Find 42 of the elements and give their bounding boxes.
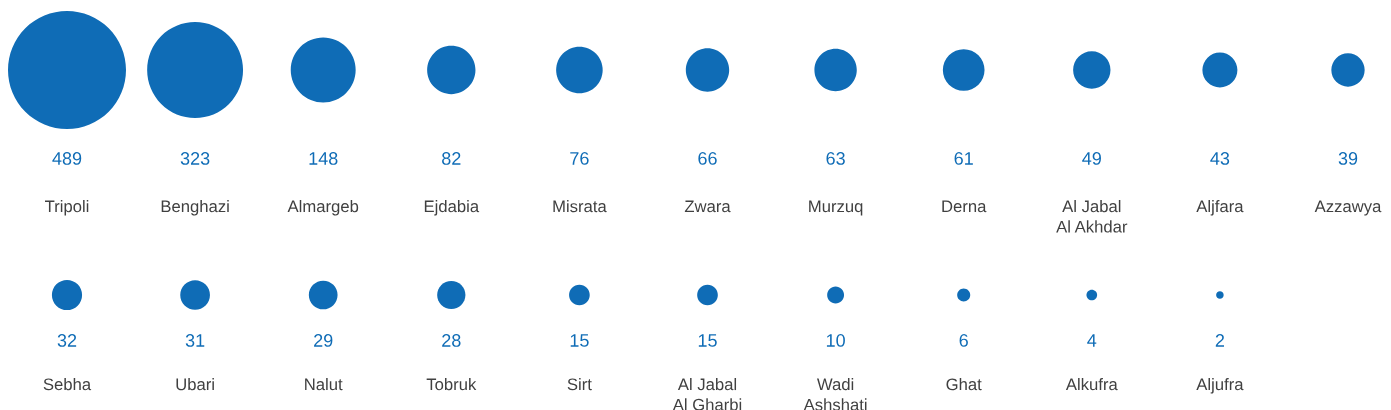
data-label: 10 (826, 334, 845, 347)
data-label: 4 (1087, 334, 1097, 347)
category-label: Azzawya (1314, 200, 1382, 216)
category-label: Zwara (684, 200, 731, 213)
category-label: Almargeb (287, 200, 359, 216)
data-label: 43 (1210, 152, 1230, 165)
category-label: Ghat (946, 378, 982, 391)
category-label: Sirt (567, 378, 592, 391)
category-label: Derna (942, 200, 987, 213)
data-label: 49 (1082, 152, 1101, 165)
category-label: Ubari (176, 378, 214, 391)
data-label: 29 (314, 334, 333, 347)
category-label: Wadi Ashshati (803, 378, 867, 410)
category-label: Tripoli (45, 200, 89, 216)
data-label: 323 (180, 152, 210, 165)
data-label: 31 (185, 334, 205, 347)
data-label: 32 (57, 334, 77, 347)
category-label: Aljufra (1196, 378, 1244, 394)
category-label: Nalut (305, 378, 343, 391)
data-label: 28 (442, 334, 461, 347)
data-label: 66 (698, 152, 717, 165)
category-label: Al Jabal Al Gharbi (672, 378, 742, 410)
data-label: 76 (570, 152, 589, 165)
data-label: 15 (698, 334, 717, 347)
data-label: 2 (1215, 334, 1225, 347)
data-label: 61 (954, 152, 973, 165)
data-label: 489 (52, 152, 82, 165)
category-label: Sebha (43, 378, 92, 391)
category-label: Alkufra (1065, 378, 1118, 391)
data-label: 6 (959, 334, 968, 347)
category-label: Benghazi (161, 200, 229, 216)
data-label: 39 (1338, 152, 1358, 165)
category-label: Ejdabia (424, 200, 480, 216)
data-label: 15 (570, 334, 589, 347)
category-label: Aljfara (1196, 200, 1244, 216)
category-label: Murzuq (809, 200, 863, 216)
data-label: 148 (309, 152, 338, 165)
category-label: Al Jabal Al Akhdar (1056, 200, 1128, 233)
data-label: 82 (442, 152, 461, 165)
category-label: Misrata (553, 200, 607, 213)
category-label: Tobruk (426, 378, 477, 391)
data-label: 63 (826, 152, 845, 165)
